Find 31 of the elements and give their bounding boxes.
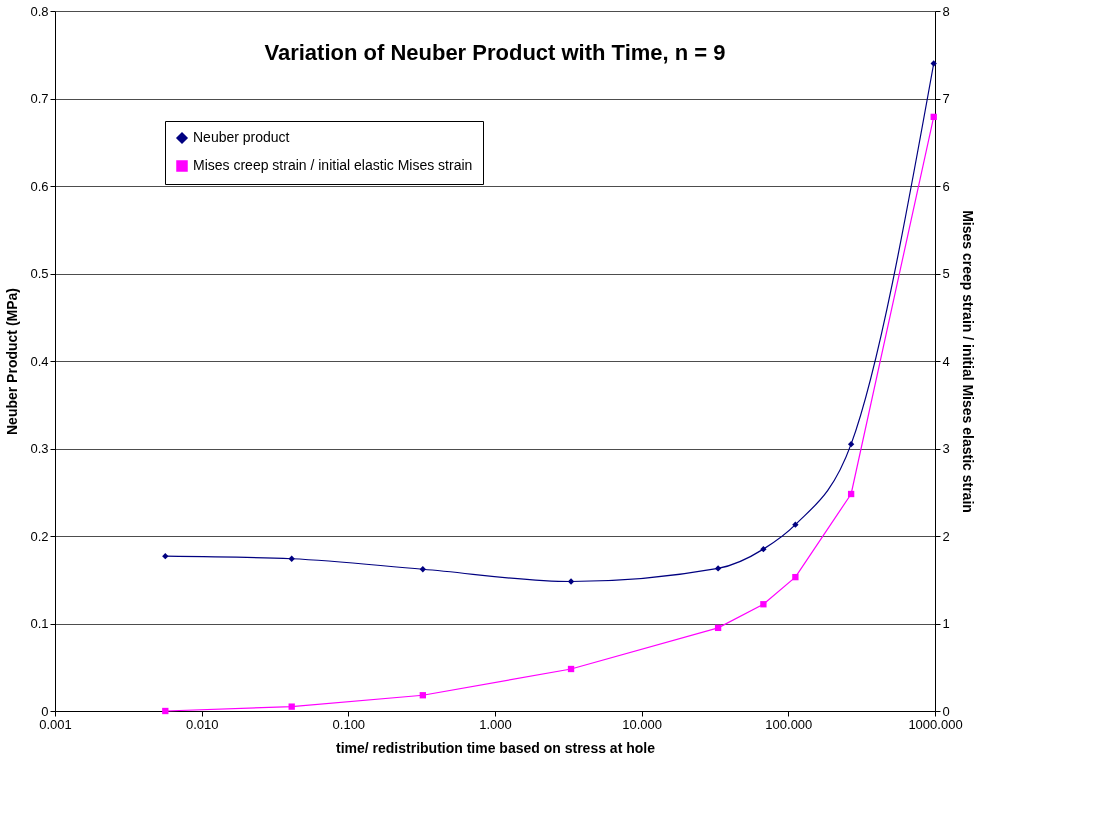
y-tick-label: 0.3 [30, 441, 49, 456]
y-tick-label: 0.1 [30, 616, 49, 631]
x-tick-label: 1000.000 [908, 716, 963, 732]
y2-tick-label: 4 [942, 353, 950, 369]
x-tick-label: 1.000 [479, 716, 512, 732]
legend-label: Neuber product [193, 129, 290, 145]
y-tick-label: 0.4 [30, 353, 49, 369]
y2-axis-title: Mises creep strain / initial Mises elastic strain [959, 210, 976, 513]
y-axis-title: Neuber Product (MPa) [4, 287, 21, 436]
y-tick-label: 0.8 [30, 3, 49, 19]
x-tick-label: 0.100 [332, 716, 366, 732]
x-tick-label: 10.000 [622, 716, 663, 732]
y2-tick-label: 2 [942, 528, 950, 544]
y2-tick-label: 6 [942, 178, 950, 194]
y2-tick-label: 1 [942, 616, 950, 631]
x-tick-label: 0.010 [185, 716, 219, 732]
y-tick-label: 0.7 [30, 91, 49, 106]
y2-tick-label: 5 [942, 266, 950, 281]
y-tick-label: 0 [41, 703, 49, 719]
y2-tick-label: 3 [942, 441, 950, 456]
x-tick-label: 0.001 [39, 716, 72, 732]
y-tick-label: 0.2 [30, 528, 49, 544]
legend-label: Mises creep strain / initial elastic Mises strain [193, 157, 473, 173]
x-axis-title: time/ redistribution time based on stress at hole [336, 739, 656, 756]
y-tick-label: 0.5 [30, 266, 49, 281]
y2-tick-label: 7 [942, 91, 950, 106]
y2-tick-label: 0 [942, 703, 950, 719]
y2-tick-label: 8 [942, 3, 950, 19]
y-tick-label: 0.6 [30, 178, 49, 194]
x-tick-label: 100.000 [765, 716, 813, 732]
text: Variation of Neuber Product with Time, n = 9 [264, 40, 726, 65]
